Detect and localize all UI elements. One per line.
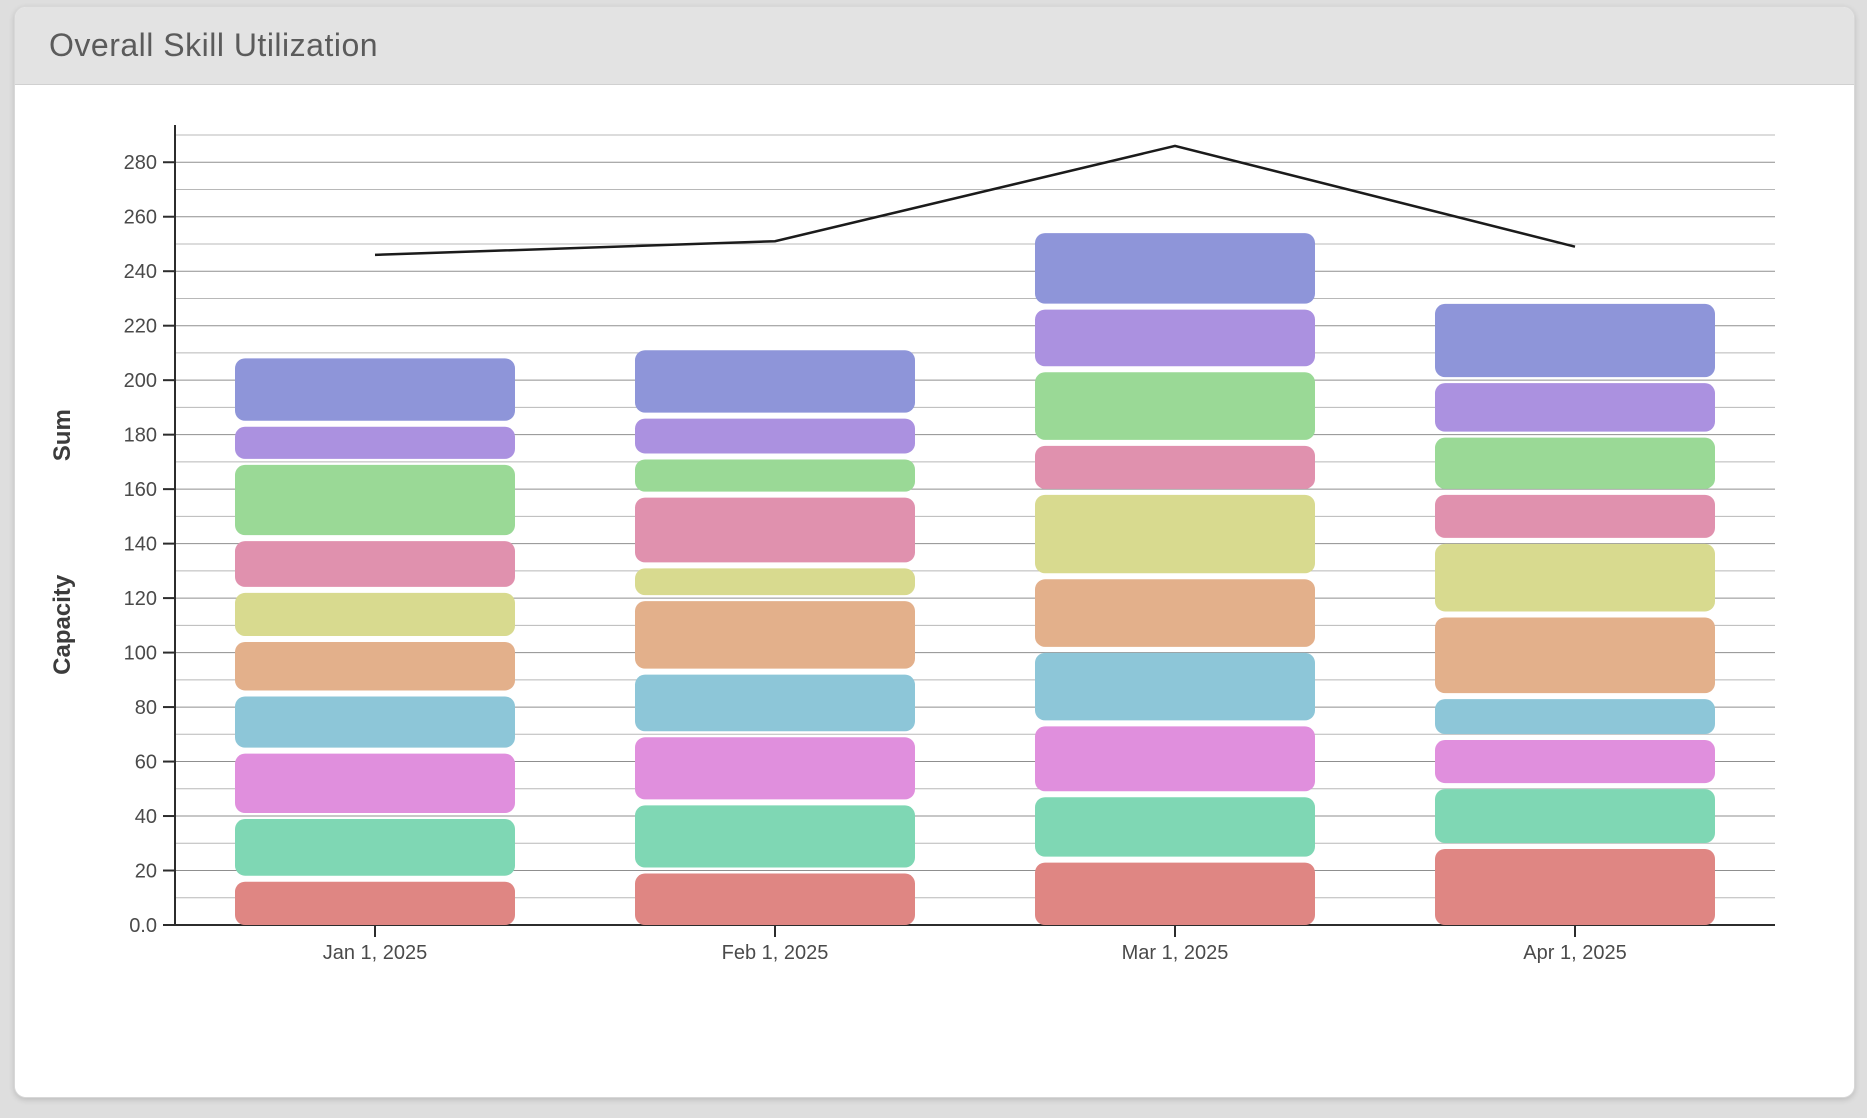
chart-card: Overall Skill Utilization 0.0 20 40 60 80 100… [14,6,1855,1098]
svg-text:Apr 1, 2025: Apr 1, 2025 [1523,942,1626,964]
svg-text:120: 120 [124,588,157,610]
svg-text:80: 80 [135,697,157,719]
stacked-bar-chart: 0.0 20 40 60 80 100 120 140 160 180 200 220 240 260 28… [15,85,1854,1097]
svg-text:240: 240 [124,261,157,283]
svg-text:Feb 1, 2025: Feb 1, 2025 [722,942,829,964]
svg-text:260: 260 [124,207,157,229]
svg-text:220: 220 [124,316,157,338]
svg-text:200: 200 [124,370,157,392]
svg-text:40: 40 [135,806,157,828]
svg-text:60: 60 [135,752,157,774]
svg-text:160: 160 [124,479,157,501]
svg-text:280: 280 [124,152,157,174]
svg-text:Mar 1, 2025: Mar 1, 2025 [1122,942,1229,964]
card-header: Overall Skill Utilization [15,7,1854,85]
svg-text:20: 20 [135,861,157,883]
svg-text:140: 140 [124,534,157,556]
svg-text:180: 180 [124,425,157,447]
svg-text:Sum: Sum [49,409,76,461]
svg-text:100: 100 [124,643,157,665]
card-title: Overall Skill Utilization [49,27,378,64]
svg-text:Jan 1, 2025: Jan 1, 2025 [323,942,428,964]
svg-text:0.0: 0.0 [129,915,157,937]
chart-area: 0.0 20 40 60 80 100 120 140 160 180 200 220 240 260 28… [15,85,1854,1097]
svg-text:Capacity: Capacity [49,574,76,675]
